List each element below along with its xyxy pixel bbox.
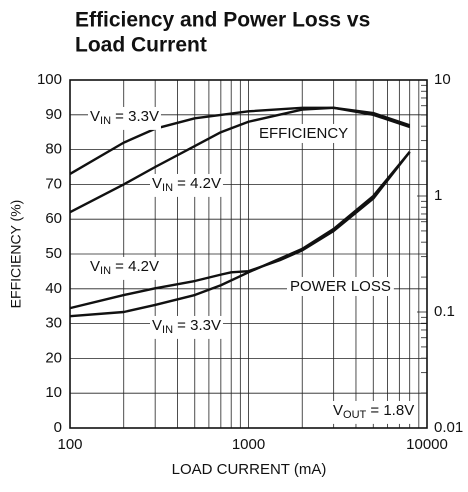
x-tick-label: 1000 — [232, 436, 265, 453]
chart-title: Efficiency and Power Loss vs — [75, 9, 370, 32]
label-text: VOUT = 1.8V — [333, 402, 414, 421]
y-tick-label: 90 — [45, 106, 62, 123]
y2-tick-label: 1 — [434, 187, 442, 204]
x-tick-label: 10000 — [406, 436, 448, 453]
label-part: OUT — [343, 409, 367, 421]
label-part: V — [152, 175, 162, 192]
label-part: V — [333, 402, 343, 419]
y-tick-label: 0 — [54, 419, 62, 436]
y-tick-label: 100 — [37, 71, 62, 88]
line — [69, 106, 411, 214]
label-part: IN — [100, 265, 111, 277]
y-tick-label: 10 — [45, 384, 62, 401]
y-tick-label: 40 — [45, 280, 62, 297]
annotation-text: EFFICIENCY — [259, 125, 348, 142]
curve-label: VIN = 4.2V — [150, 173, 223, 197]
y2-tick-label: 10 — [434, 71, 451, 88]
y-tick-label: 60 — [45, 210, 62, 227]
label-part: = 3.3V — [111, 108, 159, 125]
x-tick-label: 100 — [57, 436, 82, 453]
y2-tick-label: 0.1 — [434, 303, 455, 320]
chart-title: Load Current — [75, 34, 207, 57]
label-bg — [331, 400, 417, 424]
label-part: = 4.2V — [173, 175, 221, 192]
annotation: EFFICIENCY — [256, 123, 352, 143]
label-part: IN — [162, 182, 173, 194]
label-text: VIN = 3.3V — [152, 317, 221, 336]
label-part: = 3.3V — [173, 317, 221, 334]
annotation-text: POWER LOSS — [290, 278, 391, 295]
label-text: VIN = 3.3V — [90, 108, 159, 127]
label-bg — [287, 276, 394, 296]
plot-border — [69, 79, 428, 429]
curve-label: VIN = 3.3V — [150, 315, 223, 339]
y-tick-label: 80 — [45, 141, 62, 158]
label-part: IN — [162, 324, 173, 336]
line — [69, 151, 411, 310]
label-bg — [256, 123, 352, 143]
x-axis-label: LOAD CURRENT (mA) — [172, 461, 327, 478]
annotation: POWER LOSS — [287, 276, 394, 296]
label-part: V — [90, 258, 100, 275]
label-bg — [150, 315, 223, 339]
line — [69, 151, 411, 318]
y-tick-label: 30 — [45, 315, 62, 332]
label-part: V — [90, 108, 100, 125]
y-tick-label: 50 — [45, 245, 62, 262]
y2-tick-label: 0.01 — [434, 419, 463, 436]
label-part: V — [152, 317, 162, 334]
label-part: = 4.2V — [111, 258, 159, 275]
label-bg — [88, 106, 161, 130]
curve-label: VOUT = 1.8V — [331, 400, 417, 424]
label-bg — [150, 173, 223, 197]
label-part: IN — [100, 115, 111, 127]
label-part: = 1.8V — [366, 402, 414, 419]
curve-label: VIN = 3.3V — [88, 106, 161, 130]
label-text: VIN = 4.2V — [152, 175, 221, 194]
y-axis-label: EFFICIENCY (%) — [8, 200, 24, 309]
label-text: VIN = 4.2V — [90, 258, 159, 277]
y-tick-label: 20 — [45, 349, 62, 366]
curve-label: VIN = 4.2V — [88, 256, 161, 280]
label-bg — [88, 256, 161, 280]
y-tick-label: 70 — [45, 175, 62, 192]
